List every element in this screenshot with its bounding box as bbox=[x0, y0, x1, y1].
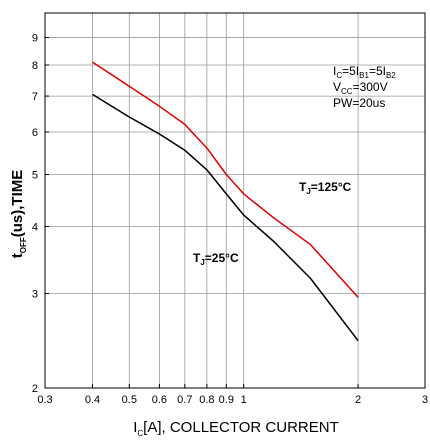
x-tick-label: 0.7 bbox=[177, 394, 192, 406]
x-tick-label: 1 bbox=[241, 394, 247, 406]
y-tick-label: 3 bbox=[32, 289, 38, 301]
y-axis-label: tOFF(us),TIME bbox=[9, 170, 28, 259]
series-line-tj-25 bbox=[92, 93, 359, 342]
y-tick-label: 4 bbox=[32, 221, 38, 233]
condition-pulse-width: PW=20us bbox=[333, 96, 385, 110]
y-tick-label: 6 bbox=[32, 127, 38, 139]
x-tick-label: 0.3 bbox=[37, 394, 52, 406]
condition-current-ratio: IC=5IB1=5IB2 bbox=[333, 64, 396, 80]
conditions-annotation: IC=5IB1=5IB2 VCC=300V PW=20us bbox=[333, 64, 396, 110]
y-tick-label: 7 bbox=[32, 91, 38, 103]
y-tick-label: 2 bbox=[32, 383, 38, 395]
x-tick-label: 0.4 bbox=[85, 394, 100, 406]
series-line-tj-125 bbox=[92, 61, 359, 298]
plot-frame bbox=[44, 12, 426, 389]
x-axis-label: IC[A], COLLECTOR CURRENT bbox=[133, 419, 339, 438]
series-label-tj-125: TJ=125°C bbox=[299, 180, 352, 196]
x-tick-label: 0.5 bbox=[122, 394, 137, 406]
x-tick-label: 3 bbox=[422, 394, 428, 406]
x-tick-label: 0.8 bbox=[199, 394, 214, 406]
y-tick-label: 8 bbox=[32, 60, 38, 72]
y-tick-label: 5 bbox=[32, 170, 38, 182]
y-axis-ticks: 2 3 4 5 6 7 8 9 bbox=[32, 33, 49, 395]
x-tick-label: 0.6 bbox=[152, 394, 167, 406]
x-tick-label: 2 bbox=[355, 394, 361, 406]
x-tick-label: 0.9 bbox=[219, 394, 234, 406]
x-axis-ticks: 0.3 0.4 0.5 0.6 0.7 0.8 0.9 1 2 3 bbox=[37, 384, 428, 406]
y-tick-label: 9 bbox=[32, 33, 38, 45]
series-label-tj-25: TJ=25°C bbox=[193, 251, 239, 267]
grid-lines bbox=[45, 13, 425, 388]
series-lines bbox=[92, 61, 359, 342]
condition-vcc: VCC=300V bbox=[333, 80, 388, 96]
